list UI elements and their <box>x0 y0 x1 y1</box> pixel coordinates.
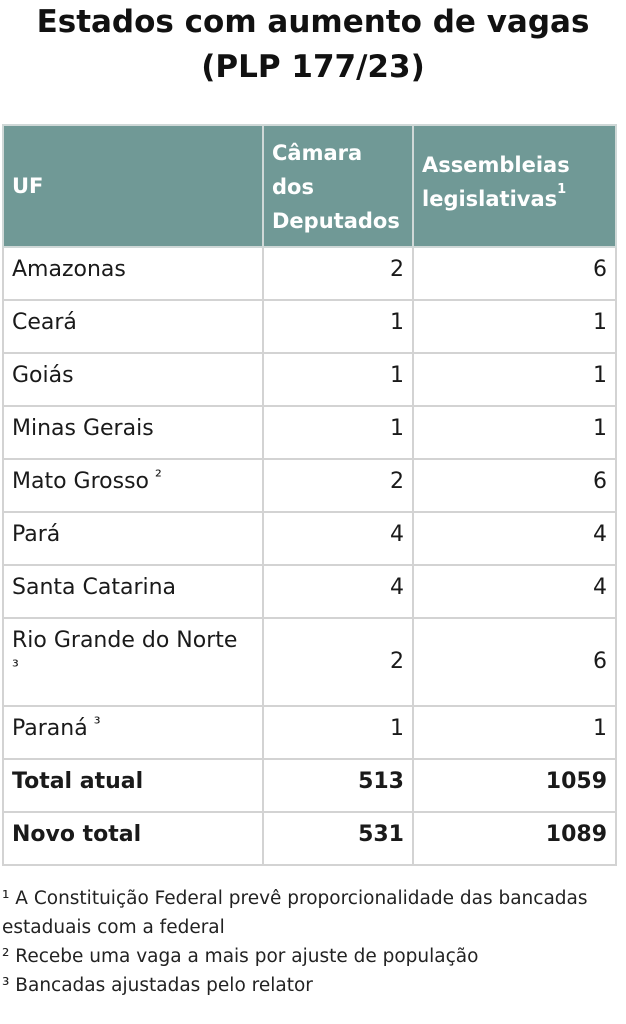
table-row: Ceará 1 1 <box>2 299 617 354</box>
header-assembleias-label: Assembleias legislativas <box>422 153 570 211</box>
table-row: Pará 4 4 <box>2 511 617 566</box>
table-header-row: UF Câmara dos Deputados Assembleias legi… <box>2 124 617 248</box>
total-camara: 531 <box>262 811 414 866</box>
uf-name: Pará <box>12 522 61 547</box>
table-row: Mato Grosso ² 2 6 <box>2 458 617 513</box>
header-assembleias-footnote-mark: 1 <box>557 182 567 197</box>
cell-assembleias: 1 <box>412 352 617 407</box>
cell-uf: Paraná ³ <box>2 705 264 760</box>
total-label: Total atual <box>2 758 264 813</box>
uf-name: Rio Grande do Norte <box>12 628 238 653</box>
table-row: Rio Grande do Norte ³ 2 6 <box>2 617 617 707</box>
cell-camara: 4 <box>262 511 414 566</box>
cell-camara: 1 <box>262 705 414 760</box>
header-camara: Câmara dos Deputados <box>262 124 414 248</box>
header-uf: UF <box>2 124 264 248</box>
uf-name: Goiás <box>12 363 74 388</box>
table-row: Paraná ³ 1 1 <box>2 705 617 760</box>
cell-camara: 1 <box>262 352 414 407</box>
cell-uf: Pará <box>2 511 264 566</box>
footnote-2: ² Recebe uma vaga a mais por ajuste de p… <box>2 946 479 967</box>
total-camara: 513 <box>262 758 414 813</box>
cell-uf: Mato Grosso ² <box>2 458 264 513</box>
total-assembleias: 1089 <box>412 811 617 866</box>
table-row: Amazonas 2 6 <box>2 246 617 301</box>
cell-assembleias: 6 <box>412 617 617 707</box>
cell-uf: Ceará <box>2 299 264 354</box>
cell-uf: Santa Catarina <box>2 564 264 619</box>
total-row: Novo total 531 1089 <box>2 811 617 866</box>
uf-name: Amazonas <box>12 257 126 282</box>
states-table: UF Câmara dos Deputados Assembleias legi… <box>2 124 617 866</box>
uf-footnote-mark: ² <box>155 467 162 487</box>
table-row: Minas Gerais 1 1 <box>2 405 617 460</box>
cell-assembleias: 6 <box>412 246 617 301</box>
uf-name: Santa Catarina <box>12 575 177 600</box>
cell-assembleias: 1 <box>412 705 617 760</box>
cell-assembleias: 4 <box>412 564 617 619</box>
cell-assembleias: 4 <box>412 511 617 566</box>
table-row: Santa Catarina 4 4 <box>2 564 617 619</box>
table-row: Goiás 1 1 <box>2 352 617 407</box>
cell-uf: Goiás <box>2 352 264 407</box>
cell-assembleias: 1 <box>412 299 617 354</box>
uf-name: Ceará <box>12 310 77 335</box>
title-line-2: (PLP 177/23) <box>201 49 425 85</box>
cell-uf: Rio Grande do Norte ³ <box>2 617 264 707</box>
uf-name: Paraná <box>12 716 88 741</box>
cell-uf: Minas Gerais <box>2 405 264 460</box>
header-assembleias: Assembleias legislativas1 <box>412 124 617 248</box>
cell-camara: 2 <box>262 617 414 707</box>
cell-camara: 4 <box>262 564 414 619</box>
uf-name: Mato Grosso <box>12 469 149 494</box>
page-title: Estados com aumento de vagas (PLP 177/23… <box>0 0 626 90</box>
footnote-1: ¹ A Constituição Federal prevê proporcio… <box>2 888 588 938</box>
cell-uf: Amazonas <box>2 246 264 301</box>
cell-camara: 1 <box>262 299 414 354</box>
total-assembleias: 1059 <box>412 758 617 813</box>
cell-assembleias: 6 <box>412 458 617 513</box>
cell-camara: 2 <box>262 458 414 513</box>
cell-camara: 2 <box>262 246 414 301</box>
title-line-1: Estados com aumento de vagas <box>36 4 590 40</box>
total-row: Total atual 513 1059 <box>2 758 617 813</box>
uf-name: Minas Gerais <box>12 416 154 441</box>
uf-footnote-mark: ³ <box>93 714 101 734</box>
table-body: Amazonas 2 6 Ceará 1 1 Goiás 1 1 Minas Gerais 1 1 Ma… <box>2 246 617 866</box>
cell-camara: 1 <box>262 405 414 460</box>
footnotes: ¹ A Constituição Federal prevê proporcio… <box>2 884 622 1000</box>
uf-footnote-mark: ³ <box>12 657 19 677</box>
cell-assembleias: 1 <box>412 405 617 460</box>
footnote-3: ³ Bancadas ajustadas pelo relator <box>2 975 313 996</box>
total-label: Novo total <box>2 811 264 866</box>
